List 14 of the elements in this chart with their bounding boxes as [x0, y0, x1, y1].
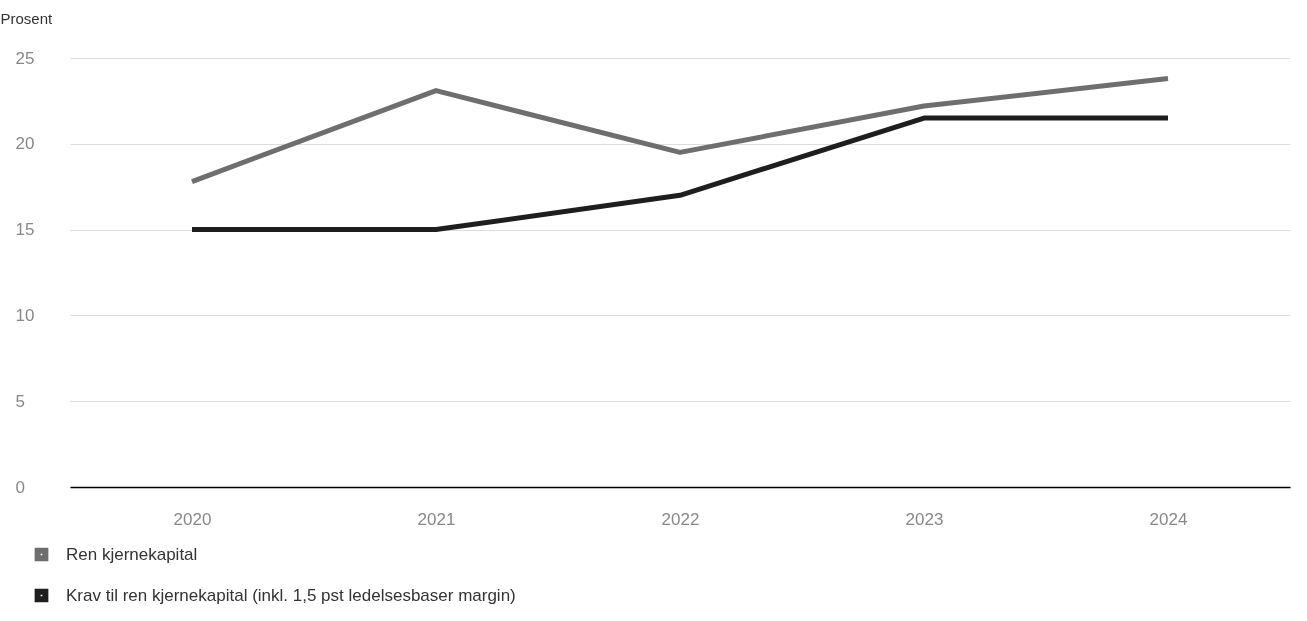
x-tick-label: 2022	[661, 509, 700, 529]
x-tick-label: 2024	[1149, 509, 1188, 529]
x-tick-label: 2021	[417, 509, 456, 529]
y-tick-label: 20	[15, 134, 35, 154]
legend-label: Krav til ren kjernekapital (inkl. 1,5 pst ledelsesbaser margin)	[66, 585, 516, 605]
y-tick-label: 25	[15, 48, 35, 68]
x-tick-label: 2023	[905, 509, 944, 529]
y-tick-label: 10	[15, 305, 35, 325]
y-tick-label: 15	[15, 220, 35, 240]
y-axis-title: Prosent	[0, 9, 54, 27]
y-tick-label: 5	[15, 391, 25, 411]
legend-label: Ren kjernekapital	[66, 544, 198, 564]
y-tick-label: 0	[15, 477, 25, 497]
x-tick-label: 2020	[173, 509, 212, 529]
